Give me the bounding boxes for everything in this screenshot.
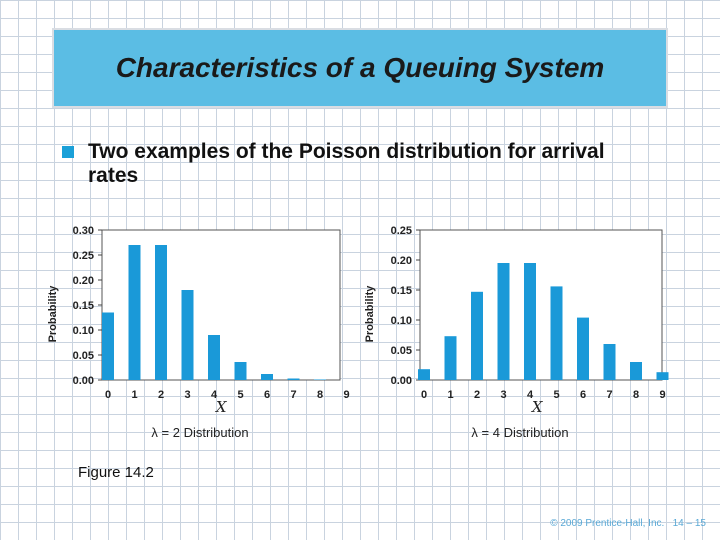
bar — [656, 372, 669, 380]
bar — [208, 335, 220, 380]
x-tick-label: 0 — [421, 389, 427, 401]
plot-area — [101, 229, 341, 381]
bar — [524, 263, 536, 380]
copyright-footer: © 2009 Prentice-Hall, Inc. 14 – 15 — [550, 518, 706, 529]
y-tick-label: 0.20 — [73, 275, 94, 287]
bar — [471, 291, 483, 380]
bar — [497, 263, 510, 380]
bullet-text: Two examples of the Poisson distribution… — [88, 140, 605, 187]
x-tick-label: 7 — [606, 389, 612, 401]
x-tick-label: 1 — [447, 389, 453, 401]
y-axis-label: Probability — [364, 285, 376, 343]
y-tick-label: 0.10 — [73, 325, 94, 337]
x-tick-label: 5 — [553, 389, 559, 401]
x-tick-label: 3 — [184, 389, 190, 401]
slide-title: Characteristics of a Queuing System — [115, 52, 605, 83]
bar — [314, 379, 326, 380]
square-bullet-icon — [62, 146, 74, 158]
y-tick-label: 0.30 — [73, 225, 94, 237]
bar — [155, 245, 167, 380]
bar — [603, 344, 616, 380]
y-tick-label: 0.20 — [391, 255, 412, 267]
y-tick-label: 0.15 — [73, 300, 94, 312]
x-tick-label: 4 — [211, 389, 218, 401]
x-tick-label: 1 — [131, 389, 137, 401]
distribution-caption: λ = 2 Distribution — [151, 425, 248, 440]
bar — [444, 336, 457, 380]
x-tick-label: 9 — [659, 389, 665, 401]
y-tick-label: 0.05 — [391, 345, 412, 357]
bar — [181, 290, 194, 380]
y-tick-label: 0.10 — [391, 315, 412, 327]
y-tick-label: 0.15 — [391, 285, 412, 297]
bar — [234, 362, 247, 380]
x-tick-label: 7 — [290, 389, 296, 401]
y-axis-label: Probability — [47, 285, 59, 343]
y-tick-label: 0.25 — [391, 225, 412, 237]
x-axis-label: X — [215, 398, 228, 416]
bar — [261, 374, 273, 380]
x-tick-label: 3 — [500, 389, 506, 401]
x-tick-label: 8 — [317, 389, 323, 401]
plot-area — [419, 229, 663, 381]
bar — [577, 317, 589, 380]
chart-2: 0.00 0.05 0.10 0.15 0.20 0.25 0 1 2 3 4 5 6 7 8 9 X Proba… — [364, 225, 669, 440]
bar — [128, 245, 141, 380]
bar — [287, 378, 300, 380]
x-tick-label: 2 — [158, 389, 164, 401]
bar — [550, 286, 563, 380]
x-tick-label: 0 — [105, 389, 111, 401]
bar — [630, 362, 642, 380]
title-banner: Characteristics of a Queuing System — [52, 28, 668, 108]
x-tick-label: 6 — [264, 389, 270, 401]
x-tick-label: 8 — [633, 389, 639, 401]
y-tick-label: 0.05 — [73, 350, 94, 362]
x-tick-label: 4 — [527, 389, 534, 401]
x-tick-label: 5 — [237, 389, 243, 401]
x-tick-label: 2 — [474, 389, 480, 401]
y-tick-label: 0.00 — [73, 375, 94, 387]
x-tick-label: 9 — [343, 389, 349, 401]
x-tick-label: 6 — [580, 389, 586, 401]
bar — [418, 369, 430, 380]
chart-1: 0.00 0.05 0.10 0.15 0.20 0.25 0.30 0 1 2 3 4 5 6 7 8 9 X P… — [47, 225, 350, 440]
figure-label: Figure 14.2 — [78, 464, 154, 481]
y-tick-label: 0.00 — [391, 375, 412, 387]
bar — [102, 312, 114, 380]
x-axis-label: X — [531, 398, 544, 416]
distribution-caption: λ = 4 Distribution — [471, 425, 568, 440]
y-tick-label: 0.25 — [73, 250, 94, 262]
